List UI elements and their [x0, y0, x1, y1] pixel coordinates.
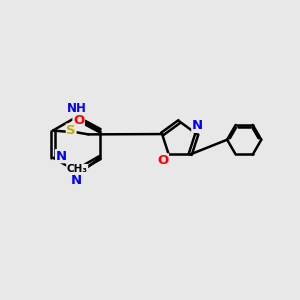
Text: N: N — [56, 150, 67, 163]
Text: S: S — [66, 124, 76, 137]
Text: O: O — [157, 154, 169, 167]
Text: CH₃: CH₃ — [67, 164, 88, 174]
Text: O: O — [73, 114, 84, 127]
Text: N: N — [71, 173, 82, 187]
Text: N: N — [192, 119, 203, 132]
Text: NH: NH — [67, 102, 86, 115]
